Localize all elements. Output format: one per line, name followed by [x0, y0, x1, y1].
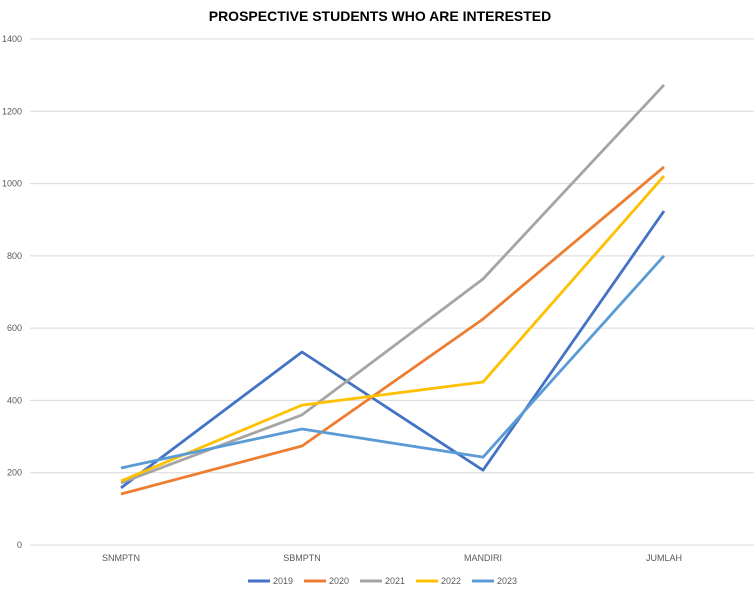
x-tick-label: SNMPTN: [102, 553, 140, 563]
x-tick-label: MANDIRI: [464, 553, 502, 563]
y-tick-label: 1200: [2, 106, 22, 116]
series-line-2019: [120, 210, 666, 490]
y-tick-label: 400: [7, 395, 22, 405]
y-tick-label: 800: [7, 251, 22, 261]
y-tick-label: 0: [17, 540, 22, 550]
y-tick-label: 200: [7, 468, 22, 478]
legend-label: 2020: [329, 576, 349, 586]
legend-label: 2019: [273, 576, 293, 586]
series-line-2022: [120, 175, 666, 483]
series-line-2023: [120, 254, 666, 470]
y-tick-label: 600: [7, 323, 22, 333]
legend-label: 2021: [385, 576, 405, 586]
legend-label: 2023: [497, 576, 517, 586]
x-tick-label: SBMPTN: [283, 553, 321, 563]
y-tick-label: 1400: [2, 34, 22, 44]
y-tick-label: 1000: [2, 179, 22, 189]
legend-label: 2022: [441, 576, 461, 586]
series-line-2020: [120, 165, 665, 496]
x-tick-label: JUMLAH: [646, 553, 682, 563]
chart-title: PROSPECTIVE STUDENTS WHO ARE INTERESTED: [209, 8, 552, 24]
series-line-2021: [120, 83, 666, 485]
